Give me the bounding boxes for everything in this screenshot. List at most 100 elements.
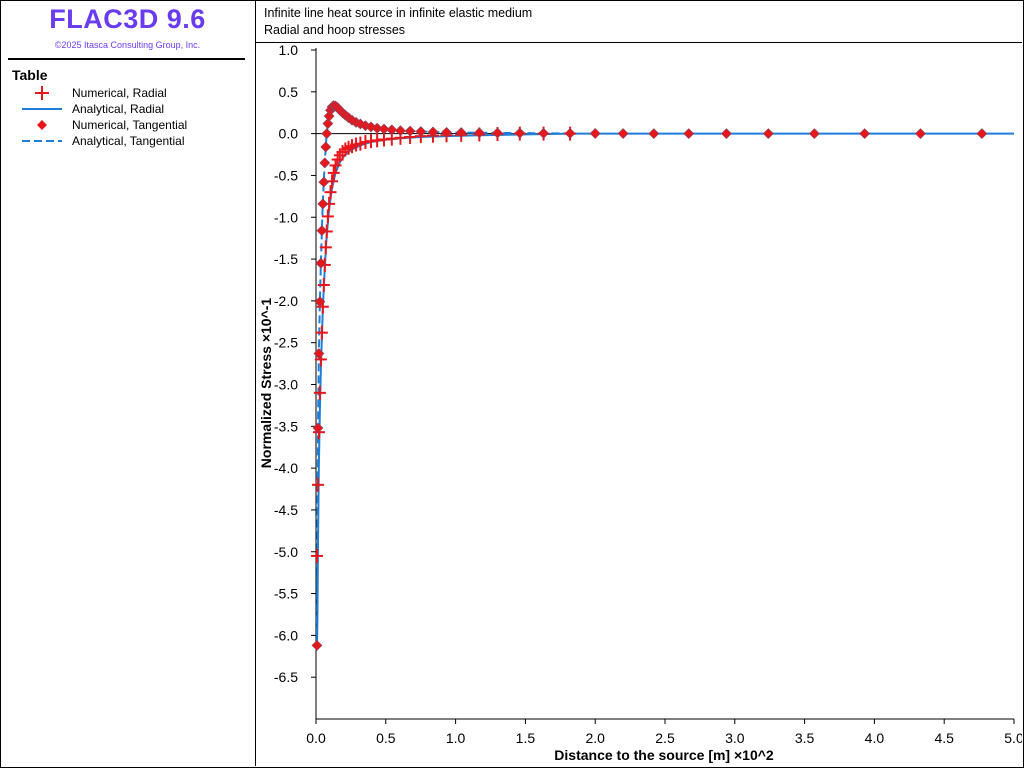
data-point-numerical-radial	[315, 325, 328, 340]
data-point-numerical-tangential	[538, 127, 549, 139]
data-point-numerical-tangential	[315, 257, 327, 269]
data-point-numerical-tangential	[316, 225, 328, 237]
data-point-numerical-tangential	[720, 128, 732, 140]
data-point-numerical-tangential	[441, 126, 452, 138]
data-point-numerical-tangential	[564, 127, 576, 139]
data-point-numerical-tangential	[617, 128, 629, 139]
plot-header: Infinite line heat source in infinite el…	[256, 0, 1022, 43]
data-point-numerical-tangential	[492, 127, 503, 139]
data-point-numerical-tangential	[395, 125, 406, 137]
data-point-numerical-tangential	[808, 128, 820, 140]
data-point-numerical-tangential	[318, 176, 330, 188]
x-tick-label: 5.0	[1004, 730, 1022, 746]
data-point-numerical-radial	[333, 148, 346, 163]
data-point-numerical-tangential	[455, 127, 467, 139]
legend-label: Numerical, Tangential	[72, 118, 188, 132]
y-tick-label: -3.5	[274, 418, 298, 434]
series-layer	[310, 100, 1014, 651]
y-tick-label: -4.5	[274, 502, 298, 518]
series-line-analytical-radial	[316, 132, 1014, 648]
data-point-numerical-tangential	[762, 128, 774, 140]
y-tick-label: -1.0	[274, 209, 298, 225]
legend-label: Numerical, Radial	[72, 86, 167, 100]
plot-subtitle: Radial and hoop stresses	[264, 23, 406, 37]
legend-item-numerical-radial: Numerical, Radial	[20, 85, 250, 101]
y-axis-label: Normalized Stress ×10^-1	[258, 298, 274, 469]
solid-line-icon	[22, 108, 62, 110]
x-tick-label: 3.5	[795, 730, 815, 746]
data-point-numerical-tangential	[859, 128, 871, 140]
x-tick-label: 4.0	[865, 730, 885, 746]
plot-panel: Infinite line heat source in infinite el…	[256, 0, 1022, 766]
data-point-numerical-tangential	[322, 118, 334, 130]
data-point-numerical-tangential	[317, 198, 329, 210]
app-title: FLAC3D 9.6	[49, 4, 206, 34]
y-tick-label: 0.5	[279, 84, 299, 100]
diamond-icon	[37, 120, 47, 130]
y-tick-label: -5.5	[274, 586, 298, 602]
y-tick-label: -2.0	[274, 293, 298, 309]
x-tick-label: 2.5	[655, 730, 675, 746]
data-point-numerical-tangential	[976, 128, 988, 140]
legend-item-analytical-radial: Analytical, Radial	[20, 101, 250, 117]
data-point-numerical-radial	[313, 385, 326, 400]
y-tick-label: -5.0	[274, 544, 298, 560]
data-point-numerical-radial	[324, 185, 337, 200]
x-axis-label: Distance to the source [m] ×10^2	[554, 747, 774, 763]
x-tick-label: 3.0	[725, 730, 745, 746]
legend-label: Analytical, Radial	[72, 102, 165, 116]
data-point-numerical-radial	[310, 548, 323, 563]
data-point-numerical-tangential	[415, 126, 427, 137]
legend-title: Table	[12, 67, 48, 83]
x-tick-label: 0.0	[306, 730, 326, 746]
y-tick-label: -6.0	[274, 627, 298, 643]
data-point-numerical-tangential	[589, 128, 601, 139]
plot-title: Infinite line heat source in infinite el…	[264, 6, 533, 20]
data-point-numerical-radial	[321, 209, 334, 224]
x-tick-label: 1.5	[516, 730, 536, 746]
data-point-numerical-radial	[311, 477, 324, 492]
x-tick-label: 0.5	[376, 730, 396, 746]
x-tick-label: 1.0	[446, 730, 466, 746]
data-point-numerical-tangential	[312, 422, 324, 434]
x-tick-label: 2.0	[585, 730, 605, 746]
plus-icon	[35, 86, 49, 100]
data-point-numerical-tangential	[386, 124, 398, 136]
y-tick-label: -3.0	[274, 377, 298, 393]
x-tick-label: 4.5	[934, 730, 954, 746]
axes: 1.0 0.5 0.0 -0.5 -1.0 -1.5 -2.0 -2.5 -3.0 -3.5 -4.…	[274, 42, 1022, 746]
data-point-numerical-tangential	[404, 125, 416, 137]
data-point-numerical-radial	[319, 240, 332, 255]
data-point-numerical-tangential	[915, 128, 926, 140]
legend-item-analytical-tangential: Analytical, Tangential	[20, 133, 250, 149]
data-point-numerical-radial	[327, 165, 340, 180]
dashed-line-icon	[22, 140, 62, 142]
data-point-numerical-radial	[336, 145, 349, 160]
y-tick-label: -1.5	[274, 251, 298, 267]
data-point-numerical-tangential	[514, 127, 526, 139]
data-point-numerical-tangential	[313, 348, 325, 359]
copyright-text: ©2025 Itasca Consulting Group, Inc.	[54, 40, 201, 50]
data-point-numerical-tangential	[314, 296, 326, 308]
data-point-numerical-tangential	[320, 141, 332, 153]
data-point-numerical-tangential	[427, 126, 439, 138]
y-tick-label: -6.5	[274, 669, 298, 685]
legend-label: Analytical, Tangential	[72, 134, 185, 148]
series-line-analytical-tangential	[316, 104, 571, 636]
y-tick-label: 1.0	[279, 42, 299, 58]
data-point-numerical-radial	[317, 277, 330, 292]
y-tick-label: -0.5	[274, 167, 298, 183]
data-point-numerical-tangential	[378, 123, 390, 135]
data-point-numerical-tangential	[648, 128, 660, 140]
y-tick-label: -2.5	[274, 335, 298, 351]
data-point-numerical-radial	[354, 136, 367, 151]
data-point-numerical-tangential	[473, 127, 485, 139]
divider	[8, 58, 245, 60]
chart-area: 1.0 0.5 0.0 -0.5 -1.0 -1.5 -2.0 -2.5 -3.0 -3.5 -4.…	[258, 42, 1022, 763]
y-tick-label: 0.0	[279, 126, 299, 142]
data-point-numerical-tangential	[683, 128, 695, 140]
data-point-numerical-radial	[329, 158, 342, 173]
data-point-numerical-tangential	[319, 157, 331, 169]
y-tick-label: -4.0	[274, 460, 298, 476]
data-point-numerical-tangential	[371, 122, 383, 134]
